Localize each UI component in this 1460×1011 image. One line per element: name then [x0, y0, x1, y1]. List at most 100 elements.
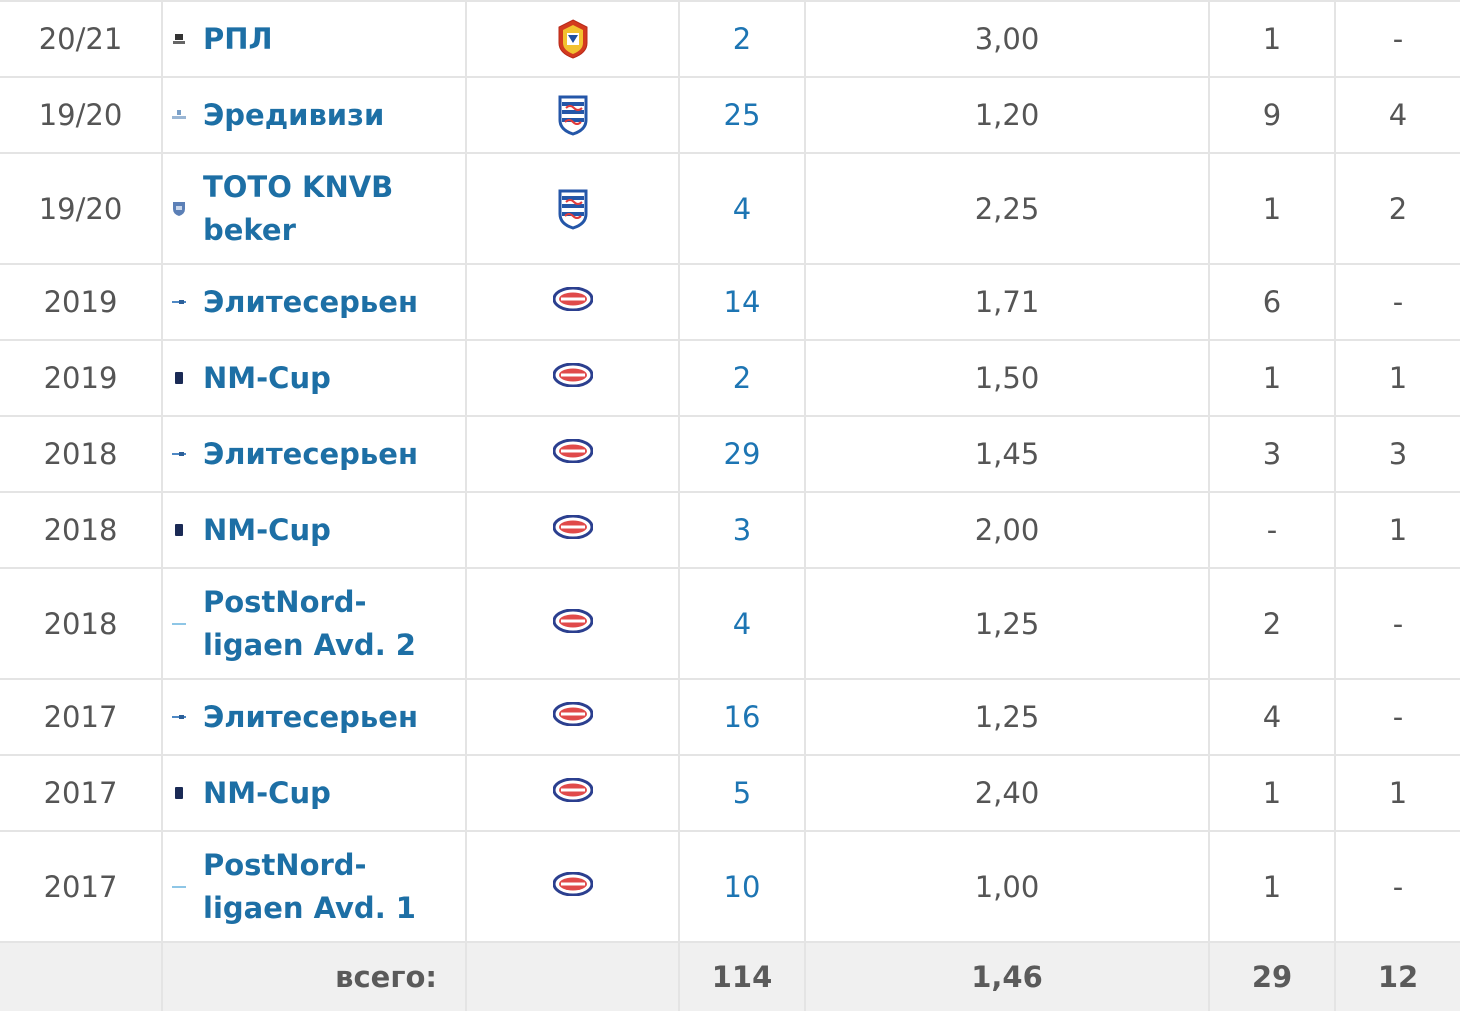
average-cell: 1,45	[805, 416, 1210, 493]
competition-link[interactable]: Эредивизи	[203, 97, 385, 132]
average-cell: 2,25	[805, 153, 1210, 265]
cup-icon	[163, 371, 195, 385]
table-row: 2018 Элитесерьен 29 1,45 3 3	[0, 416, 1460, 493]
season-cell: 2017	[0, 679, 163, 756]
stat-cell: 1	[1209, 755, 1336, 832]
cup-icon	[163, 523, 195, 537]
table-row: 2017 PostNord-ligaen Avd. 1 10 1,00 1 -	[0, 831, 1460, 943]
season-cell: 20/21	[0, 0, 163, 78]
stat-cell: 2	[1335, 153, 1460, 265]
table-row: 2017 Элитесерьен 16 1,25 4 -	[0, 679, 1460, 756]
competition-link[interactable]: Элитесерьен	[203, 436, 418, 471]
competition-link[interactable]: Элитесерьен	[203, 284, 418, 319]
valerenga-badge-icon[interactable]	[553, 778, 593, 802]
stat-cell: 1	[1209, 0, 1336, 78]
season-cell: 2017	[0, 755, 163, 832]
stat-cell: -	[1335, 831, 1460, 943]
stat-cell: 1	[1335, 755, 1460, 832]
average-cell: 3,00	[805, 0, 1210, 78]
table-row: 2019 NM-Cup 2 1,50 1 1	[0, 340, 1460, 417]
average-cell: 1,50	[805, 340, 1210, 417]
appearances-link[interactable]: 16	[723, 700, 761, 734]
season-cell: 2019	[0, 264, 163, 341]
stat-cell: 2	[1209, 568, 1336, 680]
valerenga-badge-icon[interactable]	[553, 515, 593, 539]
table-row: 20/21 РПЛ 2 3,00 1 -	[0, 0, 1460, 78]
cska-badge-icon[interactable]	[556, 18, 590, 60]
season-cell: 19/20	[0, 77, 163, 154]
league-flag-icon	[163, 298, 195, 306]
table-row: 2018 PostNord-ligaen Avd. 2 4 1,25 2 -	[0, 568, 1460, 680]
valerenga-badge-icon[interactable]	[553, 702, 593, 726]
total-stat: 12	[1335, 942, 1460, 1011]
appearances-link[interactable]: 4	[732, 606, 752, 641]
appearances-link[interactable]: 4	[732, 191, 752, 226]
table-row: 2017 NM-Cup 5 2,40 1 1	[0, 755, 1460, 832]
stat-cell: -	[1335, 0, 1460, 78]
season-cell: 2017	[0, 831, 163, 943]
stat-cell: 1	[1209, 831, 1336, 943]
season-cell: 19/20	[0, 153, 163, 265]
appearances-link[interactable]: 25	[723, 98, 761, 132]
stat-cell: -	[1335, 568, 1460, 680]
league-flag-icon	[163, 713, 195, 721]
league-flag-icon	[163, 109, 195, 121]
average-cell: 1,71	[805, 264, 1210, 341]
average-cell: 1,25	[805, 679, 1210, 756]
valerenga-badge-icon[interactable]	[553, 872, 593, 896]
appearances-link[interactable]: 14	[723, 285, 761, 319]
stat-cell: 1	[1335, 492, 1460, 569]
competition-link[interactable]: NM-Cup	[203, 360, 331, 395]
average-cell: 2,40	[805, 755, 1210, 832]
valerenga-badge-icon[interactable]	[553, 287, 593, 311]
appearances-link[interactable]: 2	[732, 361, 752, 395]
total-stat: 29	[1209, 942, 1336, 1011]
appearances-link[interactable]: 2	[732, 22, 752, 56]
stat-cell: 1	[1209, 153, 1336, 265]
heerenveen-badge-icon[interactable]	[556, 188, 590, 230]
average-cell: 2,00	[805, 492, 1210, 569]
valerenga-badge-icon[interactable]	[553, 363, 593, 387]
appearances-link[interactable]: 3	[732, 513, 752, 547]
competition-link[interactable]: PostNord-ligaen Avd. 1	[203, 847, 416, 925]
season-cell: 2018	[0, 568, 163, 680]
table-row: 2018 NM-Cup 3 2,00 - 1	[0, 492, 1460, 569]
table-row: 19/20 TOTO KNVB beker 4 2,25 1 2	[0, 153, 1460, 265]
total-appearances: 114	[679, 942, 806, 1011]
stat-cell: 1	[1335, 340, 1460, 417]
valerenga-badge-icon[interactable]	[553, 439, 593, 463]
season-cell: 2018	[0, 416, 163, 493]
competition-link[interactable]: РПЛ	[203, 21, 273, 56]
valerenga-badge-icon[interactable]	[553, 609, 593, 633]
table-row: 19/20 Эредивизи 25 1,20 9 4	[0, 77, 1460, 154]
competition-link[interactable]: PostNord-ligaen Avd. 2	[203, 584, 416, 662]
competition-link[interactable]: TOTO KNVB beker	[203, 169, 394, 247]
competition-link[interactable]: NM-Cup	[203, 512, 331, 547]
competition-link[interactable]: Элитесерьен	[203, 699, 418, 734]
stat-cell: 6	[1209, 264, 1336, 341]
stat-cell: -	[1335, 264, 1460, 341]
stat-cell: -	[1335, 679, 1460, 756]
stat-cell: 4	[1209, 679, 1336, 756]
league-flag-icon	[163, 450, 195, 458]
heerenveen-badge-icon[interactable]	[556, 94, 590, 136]
stat-cell: 1	[1209, 340, 1336, 417]
league-flag-icon	[163, 33, 195, 45]
stat-cell: 9	[1209, 77, 1336, 154]
total-label: всего:	[162, 942, 467, 1011]
total-row: всего: 114 1,46 29 12	[0, 942, 1460, 1011]
appearances-link[interactable]: 10	[723, 869, 761, 904]
stat-cell: 4	[1335, 77, 1460, 154]
average-cell: 1,20	[805, 77, 1210, 154]
cup-shield-icon	[163, 201, 195, 217]
average-cell: 1,25	[805, 568, 1210, 680]
season-cell: 2019	[0, 340, 163, 417]
appearances-link[interactable]: 29	[723, 437, 761, 471]
stat-cell: 3	[1335, 416, 1460, 493]
total-average: 1,46	[805, 942, 1210, 1011]
stat-cell: 3	[1209, 416, 1336, 493]
average-cell: 1,00	[805, 831, 1210, 943]
appearances-link[interactable]: 5	[732, 776, 752, 810]
league-flag-icon	[163, 621, 195, 627]
competition-link[interactable]: NM-Cup	[203, 775, 331, 810]
